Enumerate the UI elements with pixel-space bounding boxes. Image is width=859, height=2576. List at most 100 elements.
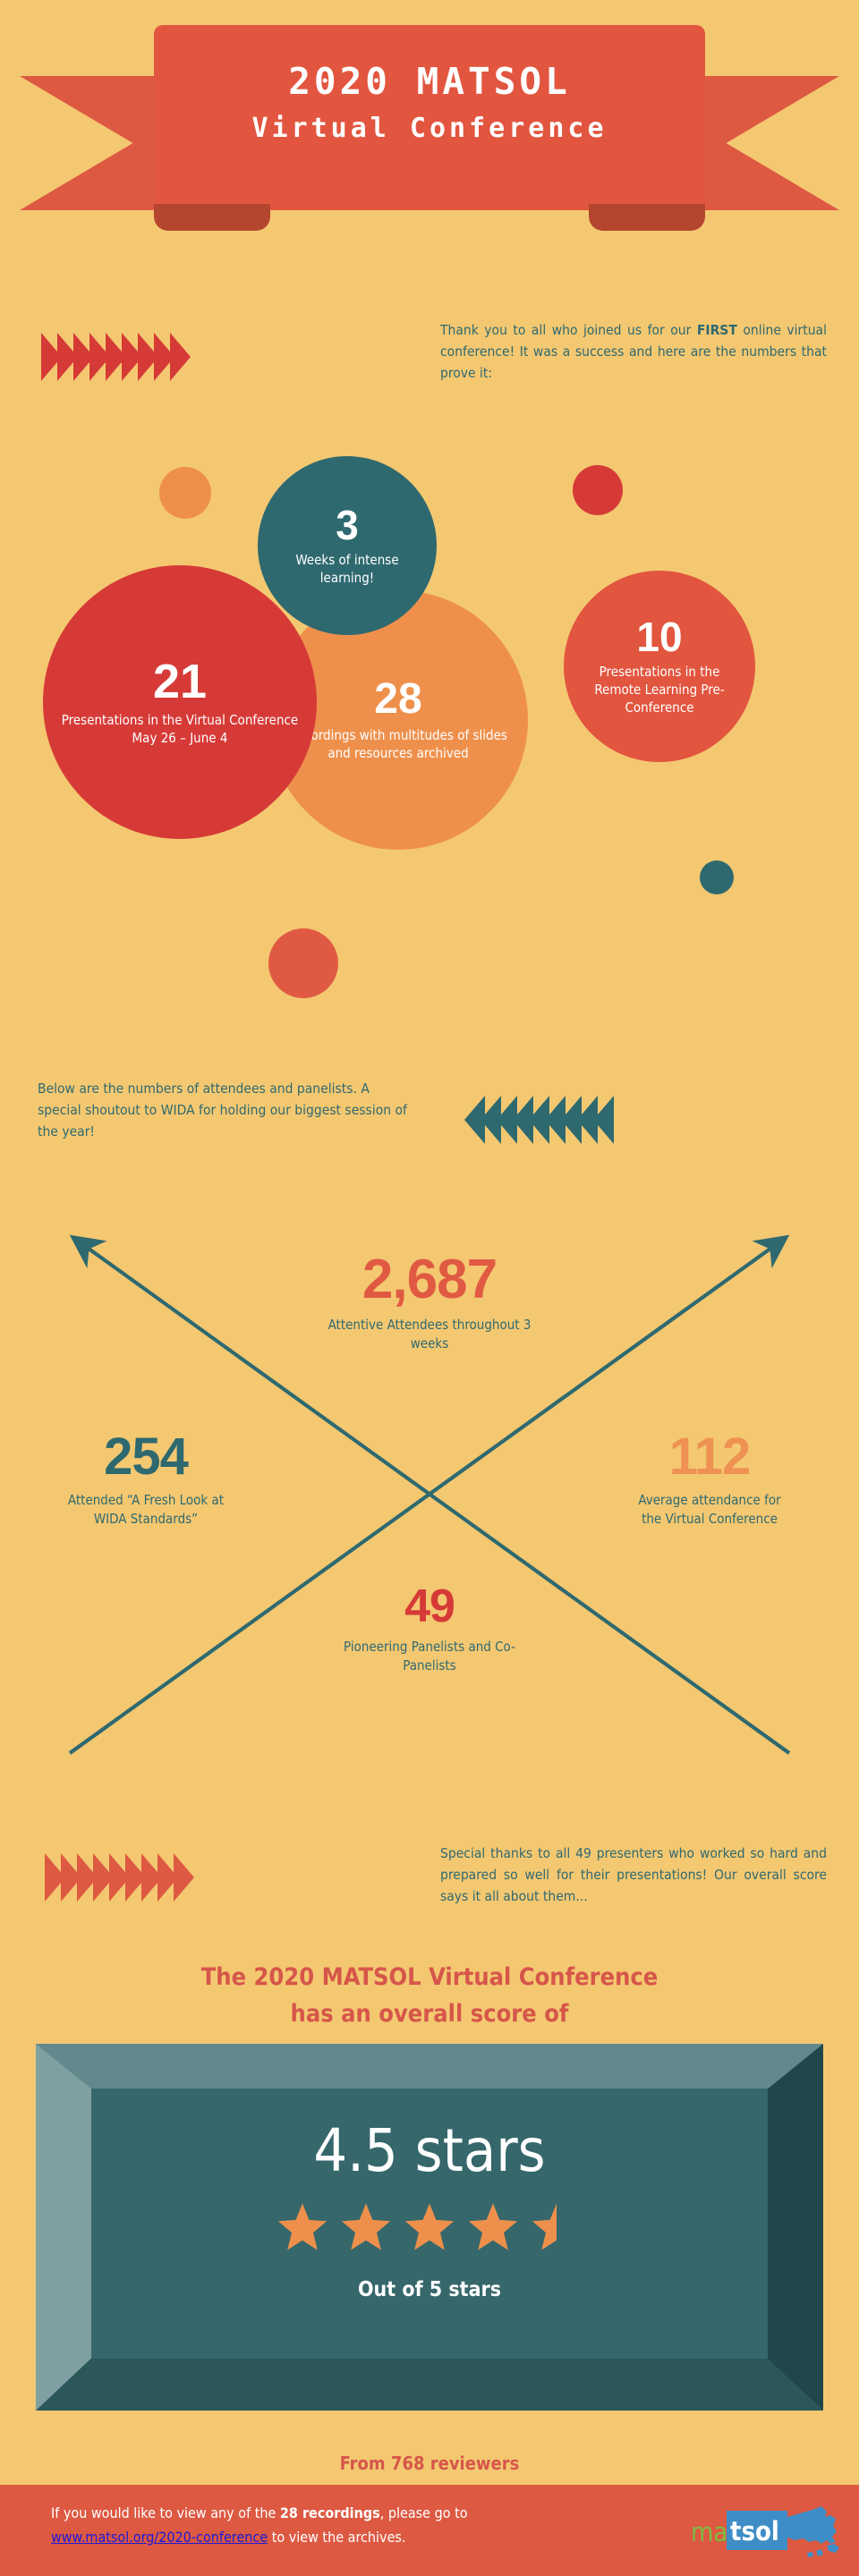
bubble-label: Weeks of intense learning! (295, 551, 399, 586)
footer-bar: If you would like to view any of the 28 … (0, 2485, 859, 2576)
chevron-right-icon (122, 333, 142, 381)
arrow-up-left (69, 1234, 791, 1755)
bubble-content: 3 Weeks of intense learning! (258, 504, 437, 587)
crossing-arrows-graphic (68, 1234, 791, 1755)
overall-score-headline: The 2020 MATSOL Virtual Conference has a… (0, 1959, 859, 2032)
chevron-right-icon (170, 333, 191, 381)
banner-center-panel (154, 25, 705, 210)
box-bevel-bottom (36, 2359, 823, 2411)
chevron-right-icon (61, 1853, 81, 1902)
stat-panelists: 49 Pioneering Panelists and Co-Panelists (295, 1583, 564, 1675)
chevron-right-icon (89, 333, 110, 381)
score-box: 4.5 stars Out of 5 stars (36, 2044, 823, 2411)
header-banner: 2020 MATSOL Virtual Conference (0, 25, 859, 233)
chevron-left-icon (464, 1096, 485, 1144)
bubble-content: 21 Presentations in the Virtual Conferenc… (43, 657, 317, 747)
chevron-right-icon (125, 1853, 146, 1902)
logo-text-ma: ma (691, 2517, 728, 2547)
arrow-up-right (68, 1234, 790, 1755)
massachusetts-state-icon (778, 2506, 839, 2557)
banner-title-line1: 2020 MATSOL (288, 60, 571, 103)
score-headline-line2: has an overall score of (290, 2000, 569, 2028)
conference-archive-link[interactable]: www.matsol.org/2020-conference (51, 2529, 268, 2546)
deco-red-top (573, 465, 623, 515)
chevron-right-icon (73, 333, 94, 381)
score-out-of-label: Out of 5 stars (357, 2278, 502, 2301)
banner-fold-left (154, 204, 270, 231)
chevron-right-icon (157, 1853, 178, 1902)
logo-blue-square (727, 2511, 787, 2550)
stat-label: Attentive Attendees throughout 3 weeks (327, 1317, 532, 1352)
bubble-label: Presentations in the Virtual Conference … (61, 712, 299, 747)
chevron-right-icon (154, 333, 174, 381)
box-bevel-left (36, 2044, 91, 2411)
chevron-left-icon (497, 1096, 517, 1144)
chevron-right-icon (93, 1853, 114, 1902)
chevron-right-icon (57, 333, 78, 381)
reviewers-count: From 768 reviewers (339, 2453, 520, 2474)
chevron-left-icon (593, 1096, 614, 1144)
star-icon (277, 2203, 327, 2250)
stat-number: 254 (104, 1428, 189, 1486)
chevron-right-icon (138, 333, 158, 381)
footer-paragraph: If you would like to view any of the 28 … (51, 2501, 606, 2549)
chevron-left-icon (481, 1096, 501, 1144)
stat-label: Average attendance for the Virtual Confe… (638, 1492, 781, 1527)
stat-label: Pioneering Panelists and Co-Panelists (344, 1639, 515, 1674)
intro-text-bold: FIRST (696, 322, 737, 338)
matsol-logo[interactable]: ma tsol (691, 2503, 839, 2563)
thanks-paragraph: Special thanks to all 49 presenters who … (440, 1845, 827, 1904)
chevron-row-right-orange (45, 1853, 194, 1902)
banner-title-line2: Virtual Conference (251, 113, 608, 144)
bubble-label: Presentations in the Remote Learning Pre… (594, 663, 725, 716)
star-rating (91, 2201, 768, 2253)
deco-orange-top (159, 467, 211, 519)
box-face: 4.5 stars Out of 5 stars (91, 2089, 768, 2359)
stat-number: 112 (668, 1428, 752, 1486)
page-title: 2020 MATSOL Virtual Conference (154, 57, 705, 148)
star-icon (468, 2203, 518, 2250)
stat-number: 49 (404, 1580, 455, 1632)
stat-attentive-attendees: 2,687 Attentive Attendees throughout 3 w… (206, 1252, 653, 1353)
intro-text-after: online virtual conference! It was a succ… (440, 322, 827, 381)
bubble-weeks: 3 Weeks of intense learning! (258, 456, 437, 635)
attendees-intro-paragraph: Below are the numbers of attendees and p… (38, 1080, 407, 1140)
chevron-left-icon (545, 1096, 566, 1144)
bubble-number: 10 (636, 614, 683, 661)
chevron-right-icon (77, 1853, 98, 1902)
banner-fold-right (589, 204, 705, 231)
chevron-left-icon (561, 1096, 582, 1144)
intro-text-before: Thank you to all who joined us for our (440, 322, 697, 338)
deco-redorange-bottom (268, 928, 338, 998)
bubble-virtual-conference-presentations: 21 Presentations in the Virtual Conferenc… (43, 565, 317, 839)
bubble-content: 28 Recordings with multitudes of slides a… (268, 675, 528, 762)
bubble-number: 3 (336, 502, 359, 549)
logo-text-tsol: tsol (730, 2516, 779, 2546)
chevron-right-icon (106, 333, 126, 381)
chevron-right-icon (41, 333, 62, 381)
box-bevel-top (36, 2044, 823, 2089)
footer-text-1: If you would like to view any of the (51, 2504, 280, 2521)
chevron-right-icon (174, 1853, 194, 1902)
box-bevel-right (768, 2044, 823, 2411)
chevron-right-icon (141, 1853, 162, 1902)
chevron-right-icon (109, 1853, 130, 1902)
bubble-number: 28 (374, 675, 422, 724)
score-value: 4.5 stars (313, 2116, 546, 2185)
bubble-content: 10 Presentations in the Remote Learning P… (564, 616, 755, 716)
chevron-left-icon (529, 1096, 549, 1144)
stat-average-attendance: 112 Average attendance for the Virtual C… (580, 1431, 839, 1529)
bubble-number: 21 (152, 654, 208, 708)
intro-paragraph: Thank you to all who joined us for our F… (440, 319, 827, 384)
chevron-row-left-teal (464, 1096, 614, 1144)
bubble-label: Recordings with multitudes of slides and… (289, 726, 507, 761)
chevron-row-right-red (41, 333, 191, 381)
score-headline-line1: The 2020 MATSOL Virtual Conference (200, 1963, 659, 1991)
half-star-icon (532, 2203, 557, 2250)
chevron-left-icon (513, 1096, 533, 1144)
stat-wida-session: 254 Attended “A Fresh Look at WIDA Stand… (16, 1431, 276, 1529)
bubble-pre-conference-presentations: 10 Presentations in the Remote Learning P… (564, 571, 755, 762)
deco-teal-small (700, 860, 734, 894)
stat-label: Attended “A Fresh Look at WIDA Standards… (67, 1492, 225, 1527)
